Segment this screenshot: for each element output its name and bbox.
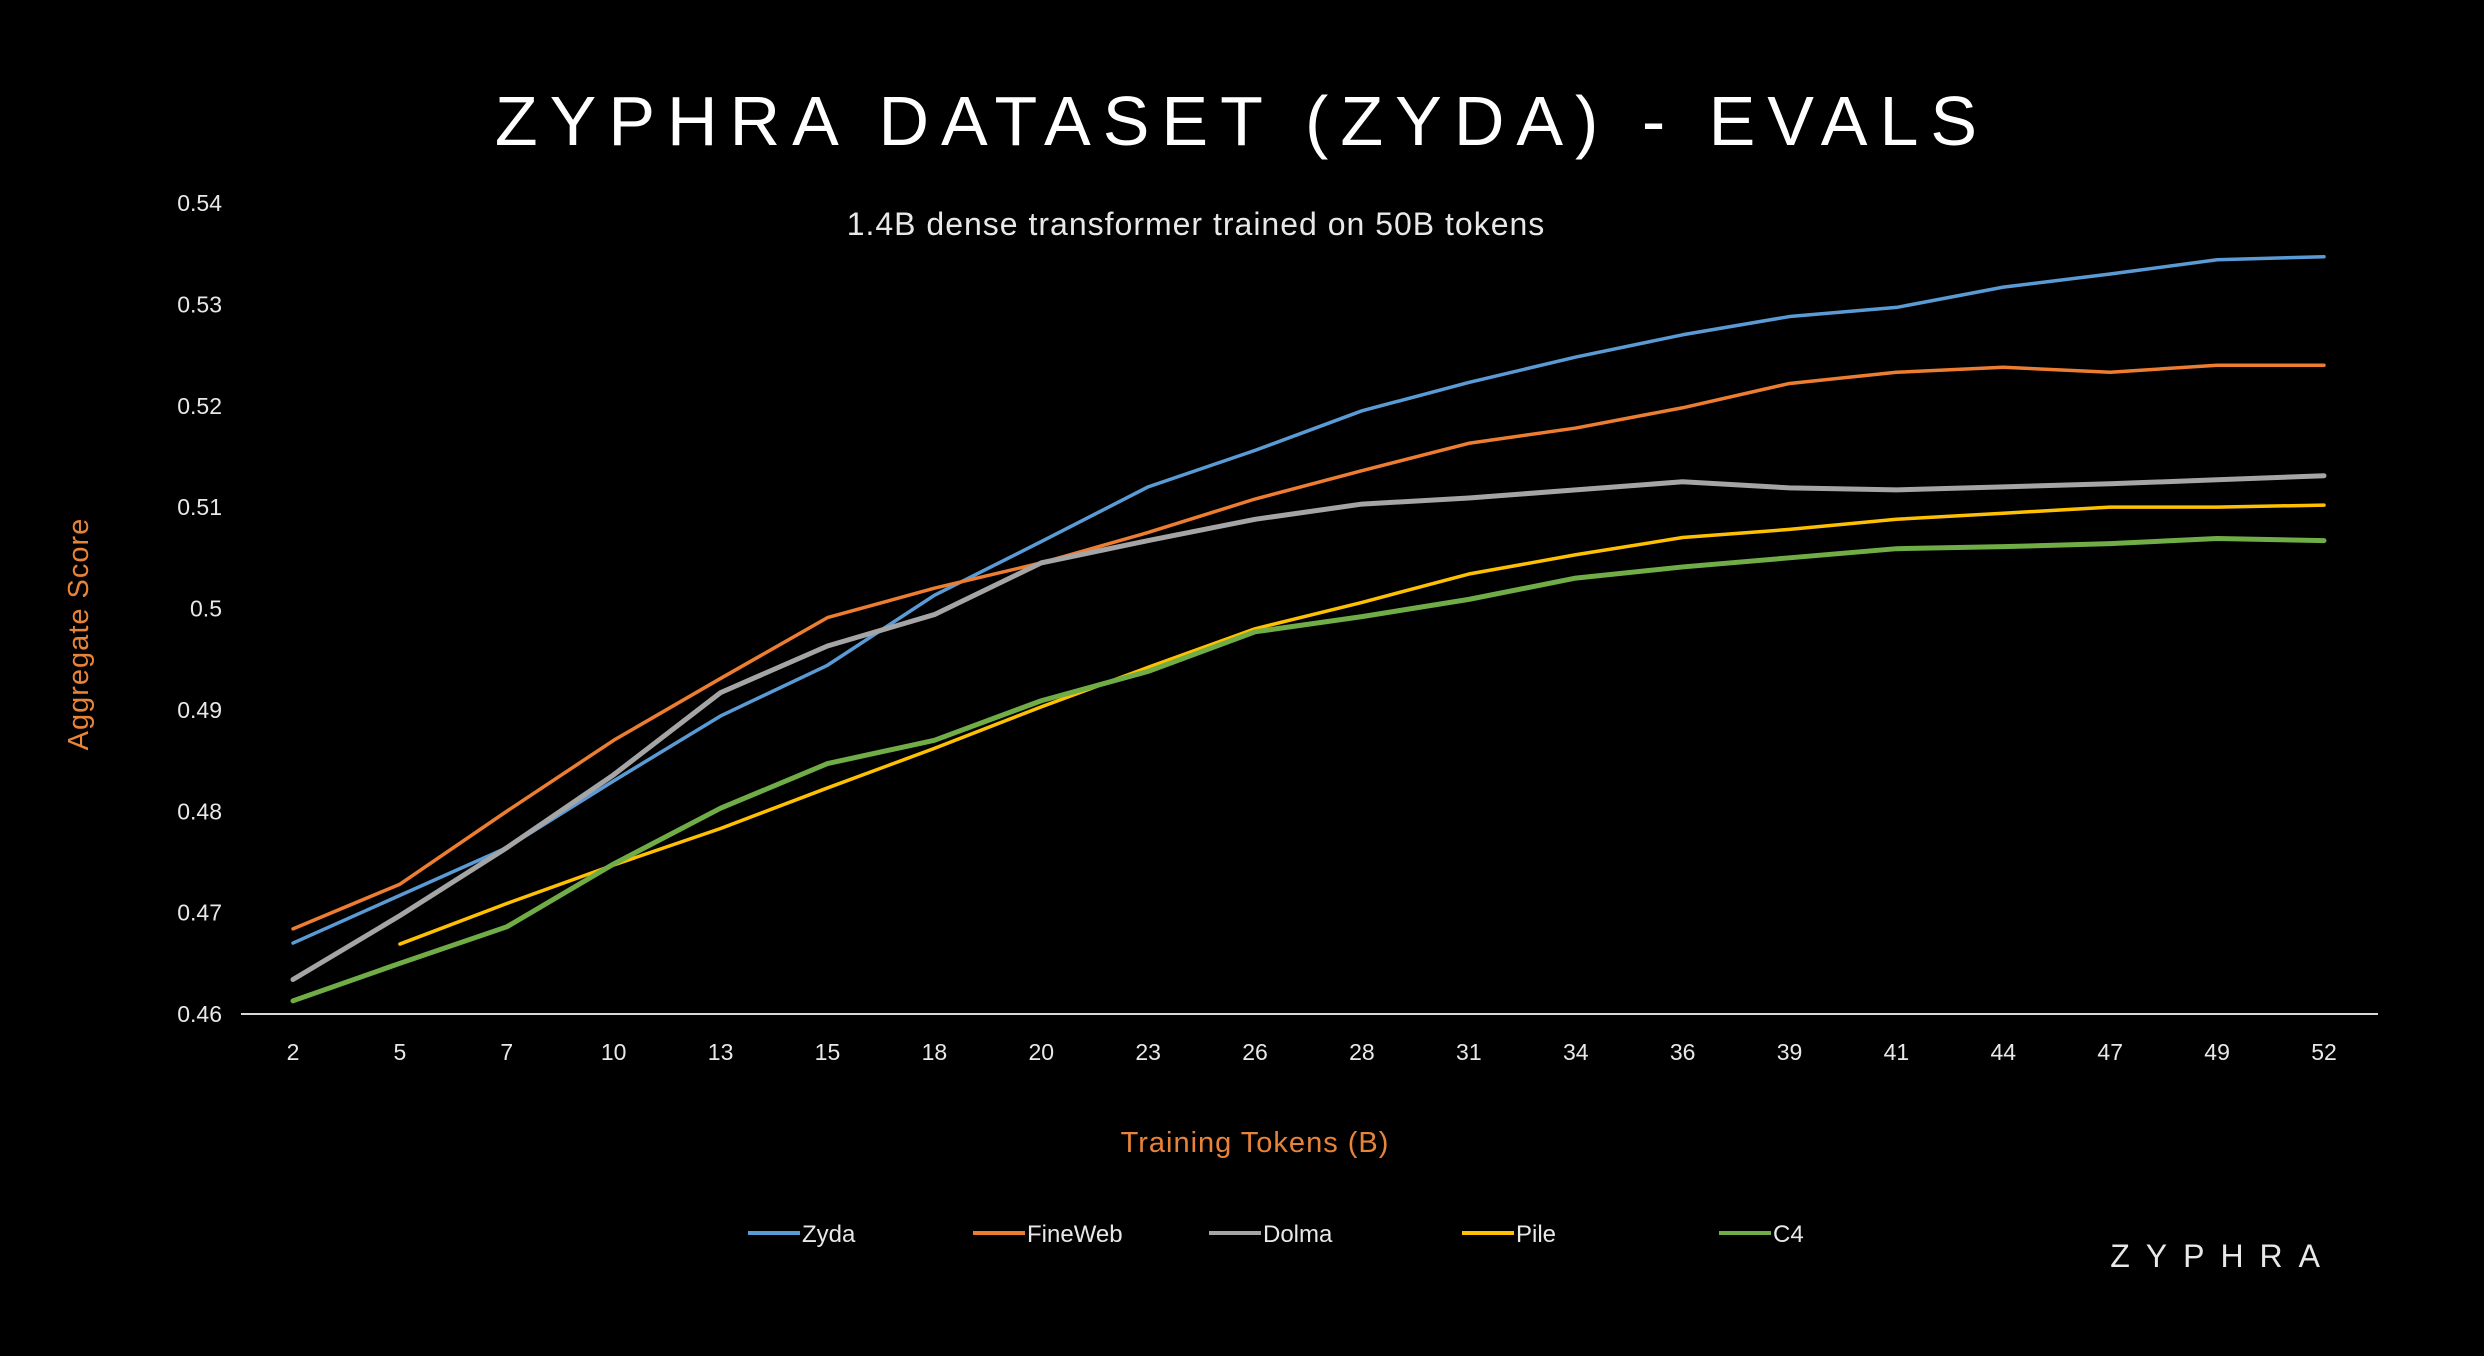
y-tick-label: 0.51 xyxy=(177,494,222,520)
x-tick-label: 20 xyxy=(1028,1039,1054,1065)
legend-label: Pile xyxy=(1516,1221,1556,1248)
chart-subtitle: 1.4B dense transformer trained on 50B to… xyxy=(847,206,1546,242)
legend: Zyda FineWeb Dolma Pile C4 xyxy=(748,1221,1804,1248)
legend-item-dolma: Dolma xyxy=(1209,1221,1333,1248)
x-tick-label: 15 xyxy=(815,1039,841,1065)
y-tick-label: 0.47 xyxy=(177,900,222,926)
y-tick-label: 0.48 xyxy=(177,798,222,824)
x-tick-label: 41 xyxy=(1884,1039,1910,1065)
y-tick-label: 0.53 xyxy=(177,291,222,317)
legend-item-c4: C4 xyxy=(1719,1221,1804,1248)
y-tick-label: 0.46 xyxy=(177,1001,222,1027)
y-tick-label: 0.54 xyxy=(177,190,222,216)
x-tick-label: 34 xyxy=(1563,1039,1589,1065)
series-line-dolma xyxy=(290,473,2327,983)
legend-label: FineWeb xyxy=(1027,1221,1123,1248)
legend-label: Zyda xyxy=(802,1221,856,1248)
legend-item-pile: Pile xyxy=(1462,1221,1556,1248)
y-tick-labels: 0.46 0.47 0.48 0.49 0.5 0.51 0.52 0.53 0.54 xyxy=(177,190,222,1027)
y-tick-label: 0.5 xyxy=(190,596,222,622)
series-line-zyda xyxy=(291,254,2326,945)
x-tick-label: 47 xyxy=(2097,1039,2123,1065)
x-tick-label: 52 xyxy=(2311,1039,2337,1065)
series-line-fineweb xyxy=(291,363,2326,931)
series-line-c4 xyxy=(290,536,2327,1004)
zyphra-logo: ZYPHRA xyxy=(2110,1238,2336,1274)
x-tick-label: 31 xyxy=(1456,1039,1482,1065)
legend-item-fineweb: FineWeb xyxy=(973,1221,1123,1248)
x-tick-label: 36 xyxy=(1670,1039,1696,1065)
x-axis-title: Training Tokens (B) xyxy=(1121,1127,1390,1159)
series-line-pile xyxy=(398,503,2326,946)
y-axis-title: Aggregate Score xyxy=(63,518,95,751)
x-tick-labels: 2 5 7 10 13 15 18 20 23 26 28 31 34 36 39 41 44 47 49 52 xyxy=(287,1039,2337,1065)
x-tick-label: 5 xyxy=(393,1039,406,1065)
y-tick-label: 0.52 xyxy=(177,393,222,419)
x-tick-label: 39 xyxy=(1777,1039,1803,1065)
legend-label: C4 xyxy=(1773,1221,1804,1248)
x-tick-label: 18 xyxy=(922,1039,948,1065)
x-tick-label: 23 xyxy=(1135,1039,1161,1065)
x-tick-label: 13 xyxy=(708,1039,734,1065)
x-tick-label: 26 xyxy=(1242,1039,1268,1065)
x-tick-label: 49 xyxy=(2204,1039,2230,1065)
y-tick-label: 0.49 xyxy=(177,697,222,723)
x-tick-label: 28 xyxy=(1349,1039,1375,1065)
x-tick-label: 7 xyxy=(500,1039,513,1065)
legend-label: Dolma xyxy=(1263,1221,1333,1248)
x-tick-label: 2 xyxy=(287,1039,300,1065)
x-tick-label: 44 xyxy=(1991,1039,2017,1065)
chart-title: ZYPHRA DATASET (ZYDA) - EVALS xyxy=(495,82,1989,160)
legend-item-zyda: Zyda xyxy=(748,1221,856,1248)
series-lines xyxy=(290,254,2327,1004)
x-tick-label: 10 xyxy=(601,1039,627,1065)
